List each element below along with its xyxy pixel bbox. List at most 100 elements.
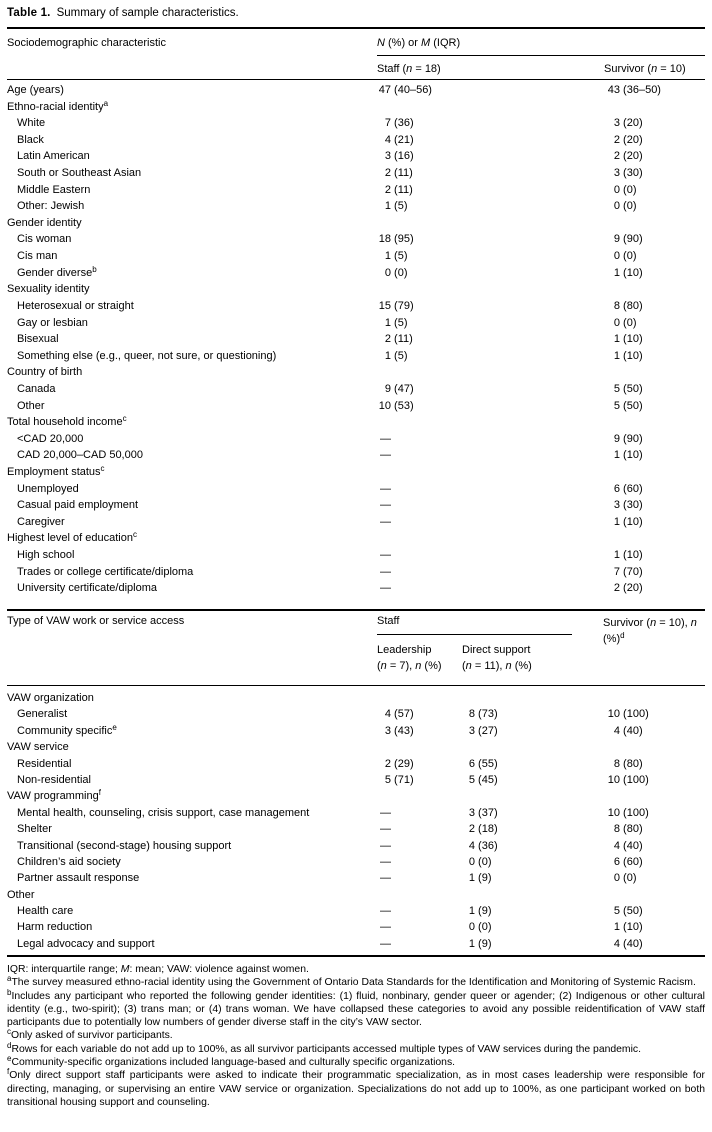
staff-value: 4 (21) [377, 132, 414, 149]
survivor-value: 3 (20) [603, 115, 643, 132]
table-row: Caregiver — 1 (10) [0, 514, 712, 531]
staff-value: 1 (5) [377, 315, 408, 332]
table-row: Other [0, 887, 712, 903]
value-parenthetical: (53) [391, 399, 414, 412]
footnote-marker: f [7, 1067, 10, 1077]
value-parenthetical: (100) [620, 806, 649, 819]
text-run: Survivor ( [604, 63, 652, 75]
row-label: Middle Eastern [17, 183, 91, 196]
table-row: Employment statusc [0, 464, 712, 481]
value-number: 6 [613, 855, 620, 868]
value-number: 1 [613, 921, 620, 934]
survivor-value: 2 (20) [603, 132, 643, 149]
row-label: Harm reduction [17, 921, 93, 934]
footnote: IQR: interquartile range; M: mean; VAW: … [7, 963, 705, 976]
value-number: 1 [384, 250, 391, 263]
value-number: 5 [613, 399, 620, 412]
row-label: Other: Jewish [17, 200, 85, 213]
table-row: Gender identity [0, 215, 712, 232]
value-number: 3 [613, 499, 620, 512]
row-label: Transitional (second-stage) housing supp… [17, 839, 232, 852]
value-parenthetical: (45) [475, 773, 498, 786]
survivor-value: 8 (80) [603, 756, 643, 772]
table-row: Community specifice 3 (43) 3 (27) 4 (40) [0, 723, 712, 739]
value-parenthetical: (5) [391, 200, 408, 213]
row-label: Heterosexual or straight [17, 299, 134, 312]
value-parenthetical: (57) [391, 708, 414, 721]
row-label: Caregiver [17, 515, 65, 528]
value-parenthetical: (36) [391, 117, 414, 130]
text-run: Includes any participant who reported th… [7, 990, 705, 1029]
table-row: White 7 (36) 3 (20) [0, 115, 712, 132]
value-number: 2 [384, 167, 391, 180]
table-row: <CAD 20,000 — 9 (90) [0, 431, 712, 448]
footnote-marker: c [122, 414, 127, 424]
text-run: (%) [603, 633, 621, 645]
value-number: 8 [468, 708, 475, 721]
staff-value: — [377, 514, 391, 531]
table-row: Residential 2 (29) 6 (55) 8 (80) [0, 756, 712, 772]
value-parenthetical: (5) [391, 316, 408, 329]
row-label: White [17, 117, 46, 130]
footnote-marker: e [7, 1054, 12, 1064]
footnote-marker: c [7, 1027, 11, 1037]
value-number: 2 [613, 582, 620, 595]
value-number: 10 [378, 399, 391, 412]
value-number: 1 [384, 200, 391, 213]
value-parenthetical: (11) [391, 167, 413, 180]
direct-support-value: 1 (9) [462, 936, 492, 952]
value-number: 1 [613, 349, 620, 362]
footnote-marker: a [103, 98, 109, 108]
value-number: 4 [384, 708, 391, 721]
table-row: Other: Jewish 1 (5) 0 (0) [0, 198, 712, 215]
survivor-value: 9 (90) [603, 231, 643, 248]
row-label: High school [17, 549, 75, 562]
italic-text-run: n [690, 617, 697, 629]
row-label: Latin American [17, 150, 90, 163]
value-number: 1 [384, 349, 391, 362]
survivor-value: 2 (20) [603, 580, 643, 597]
value-number: 3 [468, 724, 475, 737]
leadership-value: 2 (29) [377, 756, 414, 772]
footnote-marker: a [7, 974, 12, 984]
survivor-value: 5 (50) [603, 903, 643, 919]
table-row: Heterosexual or straight 15 (79) 8 (80) [0, 298, 712, 315]
italic-text-run: n [505, 660, 512, 672]
footnote: dRows for each variable do not add up to… [7, 1041, 705, 1056]
value-number: 9 [613, 432, 620, 445]
table-row: CAD 20,000–CAD 50,000 — 1 (10) [0, 447, 712, 464]
row-label: University certificate/diploma [17, 582, 157, 595]
table-row: Gay or lesbian 1 (5) 0 (0) [0, 315, 712, 332]
value-parenthetical: (30) [620, 167, 643, 180]
value-parenthetical: (95) [391, 233, 414, 246]
italic-text-run: n [415, 660, 422, 672]
value-number: — [380, 549, 391, 562]
staff-value: — [377, 431, 391, 448]
value-parenthetical: (43) [391, 724, 414, 737]
value-number: 7 [613, 565, 620, 578]
value-number: 5 [613, 382, 620, 395]
row-label: Employment statusc [7, 464, 105, 479]
row-label: Ethno-racial identitya [7, 98, 109, 113]
leadership-value: — [377, 936, 391, 952]
value-parenthetical: (80) [620, 823, 643, 836]
value-number: 10 [607, 708, 620, 721]
table-row: Cis man 1 (5) 0 (0) [0, 248, 712, 265]
leadership-n: (n = 7), n (%) [377, 658, 461, 674]
value-parenthetical: (100) [620, 773, 649, 786]
value-parenthetical: (0) [620, 200, 637, 213]
value-number: 2 [468, 823, 475, 836]
staff-value: 1 (5) [377, 248, 408, 265]
text-run: IQR: interquartile range; [7, 964, 121, 975]
leadership-value: 4 (57) [377, 706, 414, 722]
text-run: = 10) [657, 63, 686, 75]
value-number: — [380, 823, 391, 836]
row-label: Health care [17, 905, 74, 918]
table-row: Health care — 1 (9) 5 (50) [0, 903, 712, 919]
header-bottom-rule [7, 79, 705, 80]
row-label: Generalist [17, 708, 68, 721]
column-header-direct-support: Direct support (n = 11), n (%) [462, 642, 562, 674]
value-number: — [380, 565, 391, 578]
staff-value: — [377, 481, 391, 498]
survivor-value: 1 (10) [603, 348, 643, 365]
